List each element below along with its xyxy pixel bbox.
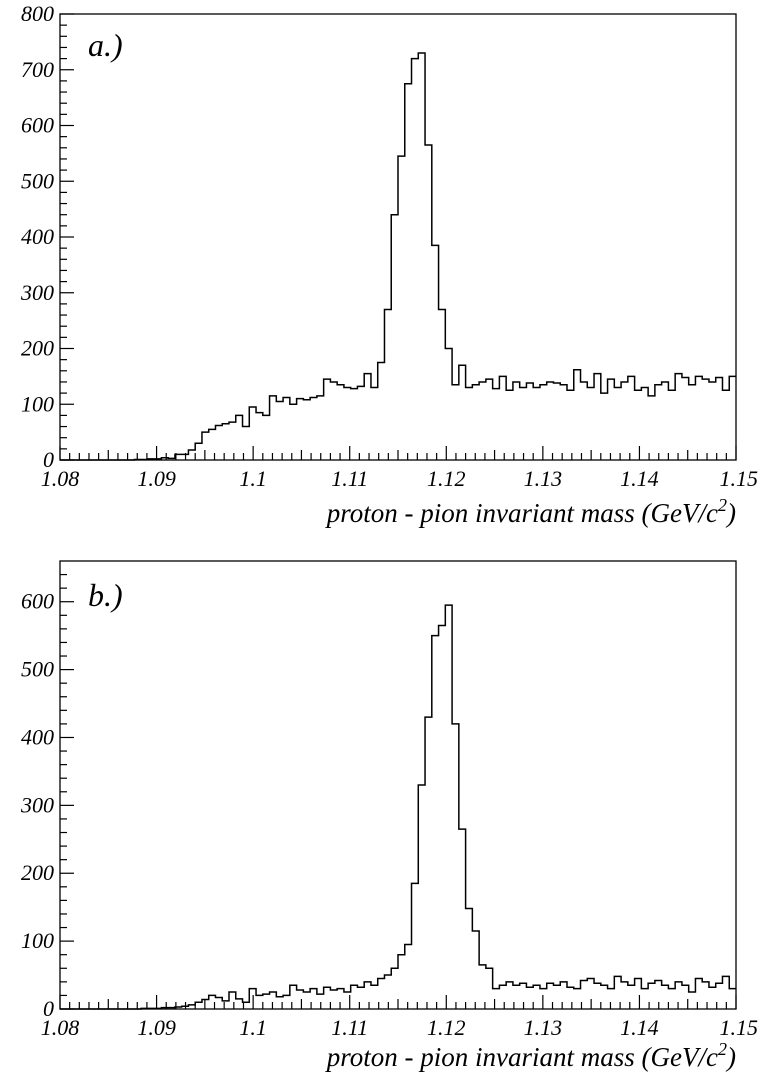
x-tick-label: 1.11 — [331, 466, 368, 491]
y-axis-a: 0 100 200 300 400 500 600 700 800 — [20, 1, 74, 472]
x-tick-label: 1.08 — [41, 1015, 80, 1040]
x-tick-label: 1.14 — [620, 1015, 659, 1040]
x-axis-title-a-sup: 2 — [718, 495, 727, 515]
y-tick-label: 400 — [21, 724, 54, 749]
x-tick-label: 1.09 — [137, 466, 176, 491]
y-tick-label: 600 — [21, 113, 54, 138]
y-tick-label: 200 — [21, 336, 54, 361]
x-axis-title-b-sup: 2 — [718, 1039, 727, 1059]
x-tick-label: 1.12 — [427, 1015, 466, 1040]
x-tick-label: 1.1 — [239, 1015, 267, 1040]
x-axis-title-b-close: ) — [725, 1042, 736, 1072]
y-axis-b: 0 100 200 300 400 500 600 — [20, 573, 74, 1021]
x-tick-label: 1.09 — [137, 1015, 176, 1040]
x-axis-title-b: proton - pion invariant mass (GeV/c2) — [325, 1039, 736, 1072]
x-axis-title-a: proton - pion invariant mass (GeV/c2) — [325, 495, 736, 528]
x-tick-label: 1.14 — [620, 466, 659, 491]
y-tick-label: 0 — [43, 996, 54, 1021]
plot-frame-b — [59, 560, 737, 1010]
y-tick-label: 300 — [20, 280, 54, 305]
y-tick-label: 100 — [21, 928, 54, 953]
x-tick-label: 1.1 — [239, 466, 267, 491]
y-tick-label: 400 — [21, 224, 54, 249]
panel-label-b: b.) — [88, 577, 123, 613]
x-tick-label: 1.11 — [331, 1015, 368, 1040]
x-axis-title-a-text: proton - pion invariant mass (GeV/c — [325, 498, 718, 528]
x-tick-label: 1.15 — [720, 1015, 759, 1040]
x-axis-b: 1.08 1.09 1.1 1.11 1.12 1.13 1.14 1.15 — [41, 995, 758, 1040]
x-tick-label: 1.13 — [524, 466, 563, 491]
y-tick-label: 500 — [21, 657, 54, 682]
x-tick-label: 1.08 — [41, 466, 80, 491]
chart-panel-a: 0 100 200 300 400 500 600 700 800 1.08 1.09 1.1 1.1… — [20, 1, 758, 528]
y-tick-label: 700 — [21, 57, 54, 82]
y-tick-label: 100 — [21, 391, 54, 416]
x-axis-title-b-text: proton - pion invariant mass (GeV/c — [325, 1042, 718, 1072]
y-tick-label: 800 — [21, 1, 54, 26]
panel-label-a: a.) — [88, 27, 123, 63]
x-axis-a: 1.08 1.09 1.1 1.11 1.12 1.13 1.14 1.15 — [41, 446, 758, 491]
histogram-line-b — [60, 604, 736, 1010]
y-tick-label: 200 — [21, 860, 54, 885]
plot-frame-a — [59, 13, 737, 461]
x-tick-label: 1.15 — [720, 466, 759, 491]
x-tick-label: 1.13 — [524, 1015, 563, 1040]
y-tick-label: 0 — [43, 447, 54, 472]
x-tick-label: 1.12 — [427, 466, 466, 491]
y-tick-label: 300 — [20, 792, 54, 817]
x-axis-title-a-close: ) — [725, 498, 736, 528]
y-tick-label: 500 — [21, 168, 54, 193]
histogram-line-a — [60, 52, 736, 461]
y-tick-label: 600 — [21, 589, 54, 614]
